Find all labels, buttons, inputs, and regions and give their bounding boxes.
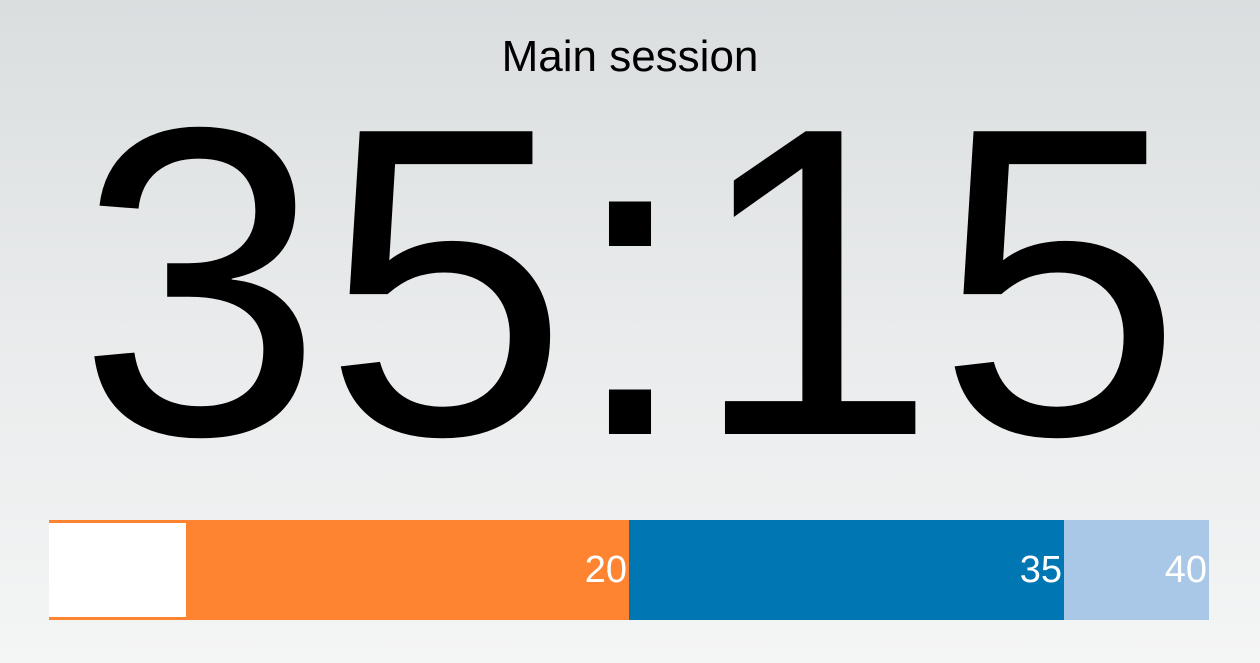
timer-digits: 35:15: [78, 82, 1183, 482]
session-title: Main session: [501, 32, 759, 81]
timeline-segment-main: 35: [629, 520, 1064, 620]
timeline-segment-elapsed: [49, 520, 186, 620]
timer-display: 35:15: [0, 82, 1260, 482]
segment-label-35: 35: [1019, 549, 1062, 591]
elapsed-indicator: [49, 523, 186, 617]
timer-svg: 35:15: [78, 82, 1183, 482]
timeline-segment-final: 40: [1064, 520, 1209, 620]
timeline-bar: 20 35 40: [49, 520, 1209, 620]
segment-label-40: 40: [1164, 549, 1207, 591]
timeline-segment-warning: 20: [186, 520, 629, 620]
segment-label-20: 20: [584, 549, 627, 591]
